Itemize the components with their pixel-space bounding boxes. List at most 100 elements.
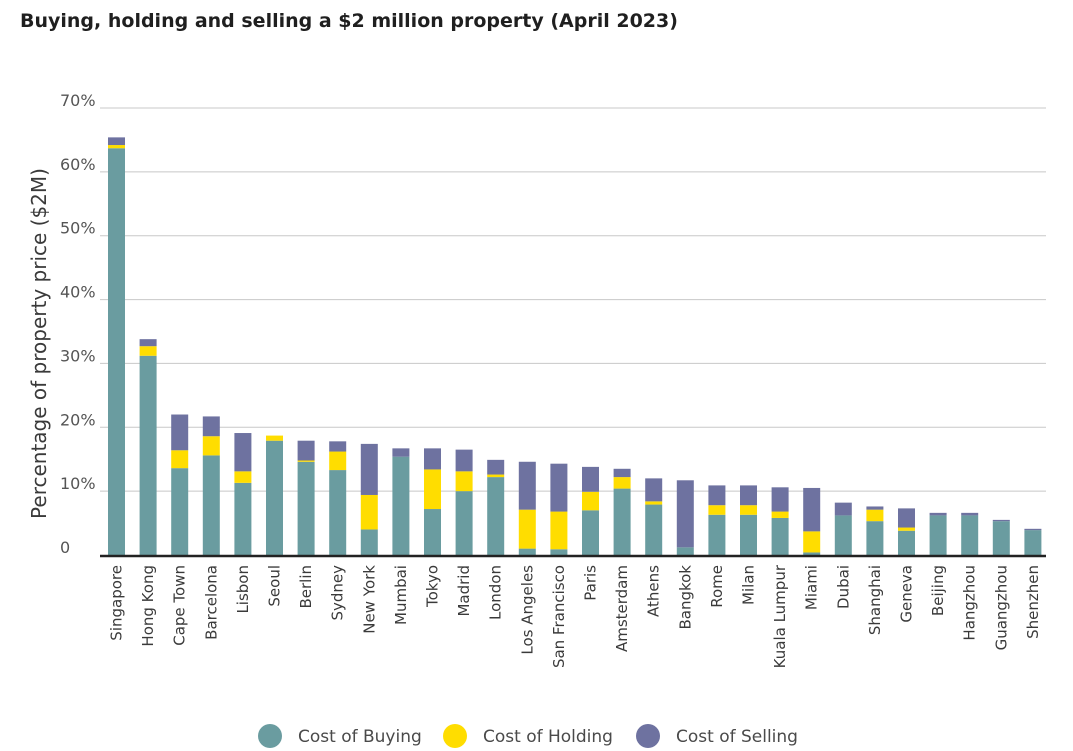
bar-segment-2 bbox=[487, 459, 505, 475]
bar-segment-0 bbox=[1024, 530, 1042, 555]
x-tick-label: Beijing bbox=[929, 565, 947, 616]
y-tick-label: 0 bbox=[60, 538, 70, 557]
bar-segment-1 bbox=[866, 509, 884, 522]
bar-segment-1 bbox=[171, 450, 189, 469]
x-tick-label: Hangzhou bbox=[961, 565, 979, 641]
bar-segment-2 bbox=[645, 478, 663, 502]
bar-segment-1 bbox=[518, 509, 536, 549]
bar-segment-0 bbox=[929, 515, 947, 555]
bar-segment-2 bbox=[329, 441, 347, 452]
bar-segment-2 bbox=[297, 440, 315, 461]
bar-segment-1 bbox=[360, 494, 378, 530]
bar-segment-2 bbox=[234, 433, 252, 472]
x-tick-label: Hong Kong bbox=[139, 565, 157, 647]
bar-segment-0 bbox=[771, 517, 789, 555]
legend: Cost of Buying Cost of Holding Cost of Sel… bbox=[258, 724, 798, 748]
bar-segment-0 bbox=[171, 468, 189, 555]
x-tick-label: Madrid bbox=[455, 565, 473, 617]
bar-segment-2 bbox=[866, 506, 884, 510]
x-tick-label: Dubai bbox=[834, 565, 852, 609]
y-axis-label: Percentage of property price ($2M) bbox=[27, 168, 51, 519]
x-axis-category-labels: Singapore Hong Kong Cape Town Barcelona Lisb… bbox=[108, 564, 1042, 668]
bar-segment-0 bbox=[360, 529, 378, 555]
x-tick-label: Lisbon bbox=[234, 565, 252, 614]
bar-segment-2 bbox=[771, 487, 789, 512]
bar-segment-0 bbox=[329, 470, 347, 555]
bar-segment-2 bbox=[518, 461, 536, 510]
bar-segment-0 bbox=[234, 482, 252, 555]
bar-segment-0 bbox=[139, 355, 157, 555]
x-tick-label: Paris bbox=[582, 565, 600, 601]
bar-segment-2 bbox=[708, 485, 726, 506]
x-tick-label: Los Angeles bbox=[518, 565, 536, 655]
bar-segment-0 bbox=[550, 549, 568, 555]
x-tick-label: Kuala Lumpur bbox=[771, 564, 789, 668]
bar-segment-1 bbox=[108, 145, 125, 149]
x-tick-label: Shenzhen bbox=[1024, 565, 1042, 639]
bar-segment-1 bbox=[329, 451, 347, 471]
bar-segment-1 bbox=[613, 477, 631, 489]
bar-segment-1 bbox=[234, 471, 252, 483]
bar-segment-2 bbox=[992, 519, 1010, 522]
x-tick-label: Geneva bbox=[898, 565, 916, 623]
bar-segment-2 bbox=[898, 508, 915, 528]
bar-segment-0 bbox=[834, 515, 852, 555]
bar-segment-2 bbox=[360, 443, 378, 495]
x-tick-label: Cape Town bbox=[171, 565, 189, 646]
y-tick-label: 40% bbox=[60, 283, 96, 302]
bar-segment-1 bbox=[708, 505, 726, 515]
bar-segment-0 bbox=[487, 477, 505, 555]
x-tick-label: Singapore bbox=[108, 565, 126, 641]
y-tick-label: 20% bbox=[60, 410, 96, 429]
x-tick-label: Seoul bbox=[266, 565, 284, 607]
bar-segment-0 bbox=[424, 509, 441, 555]
bar-segment-2 bbox=[392, 448, 410, 457]
bar-segment-0 bbox=[392, 456, 410, 555]
bar-segment-0 bbox=[740, 514, 757, 555]
bar-segment-2 bbox=[108, 137, 125, 146]
y-tick-label: 60% bbox=[60, 155, 96, 174]
legend-label: Cost of Selling bbox=[676, 727, 798, 747]
bar-segment-2 bbox=[171, 414, 189, 451]
bar-segment-2 bbox=[139, 339, 157, 347]
bar-segment-1 bbox=[455, 471, 473, 492]
bar-segment-1 bbox=[771, 511, 789, 518]
bar-segment-0 bbox=[676, 547, 694, 555]
bar-segment-2 bbox=[424, 448, 441, 470]
bar-segment-0 bbox=[708, 514, 726, 555]
x-tick-label: Miami bbox=[803, 565, 821, 610]
legend-swatch bbox=[443, 724, 467, 748]
legend-label: Cost of Holding bbox=[483, 727, 613, 747]
bar-segment-2 bbox=[676, 480, 694, 548]
x-tick-label: Athens bbox=[645, 565, 663, 617]
bar-segment-0 bbox=[898, 530, 915, 555]
bar-segment-0 bbox=[202, 455, 220, 555]
bar-segment-0 bbox=[961, 515, 979, 555]
x-tick-label: London bbox=[487, 565, 505, 620]
bar-segment-1 bbox=[202, 436, 220, 456]
bar-segment-2 bbox=[613, 468, 631, 478]
bar-segment-2 bbox=[202, 416, 220, 437]
x-tick-label: Barcelona bbox=[202, 565, 220, 640]
bar-segment-1 bbox=[424, 469, 441, 510]
bar-segment-1 bbox=[803, 531, 821, 553]
y-tick-label: 70% bbox=[60, 91, 96, 110]
legend-label: Cost of Buying bbox=[298, 727, 422, 747]
chart-title: Buying, holding and selling a $2 million… bbox=[20, 10, 678, 32]
bar-segment-1 bbox=[740, 505, 757, 515]
bar-segment-0 bbox=[866, 521, 884, 555]
bar-segment-2 bbox=[1024, 528, 1042, 531]
x-tick-label: Sydney bbox=[329, 565, 347, 621]
x-tick-label: Milan bbox=[740, 565, 758, 605]
bar-segment-1 bbox=[266, 435, 283, 441]
x-tick-label: New York bbox=[360, 565, 378, 634]
bar-segment-2 bbox=[455, 449, 473, 472]
bar-segment-2 bbox=[582, 466, 599, 492]
bars bbox=[108, 137, 1042, 556]
x-tick-label: Shanghai bbox=[866, 565, 884, 635]
bar-segment-2 bbox=[550, 463, 568, 512]
bar-segment-0 bbox=[613, 488, 631, 555]
bar-segment-2 bbox=[740, 485, 757, 506]
bar-segment-1 bbox=[550, 511, 568, 550]
